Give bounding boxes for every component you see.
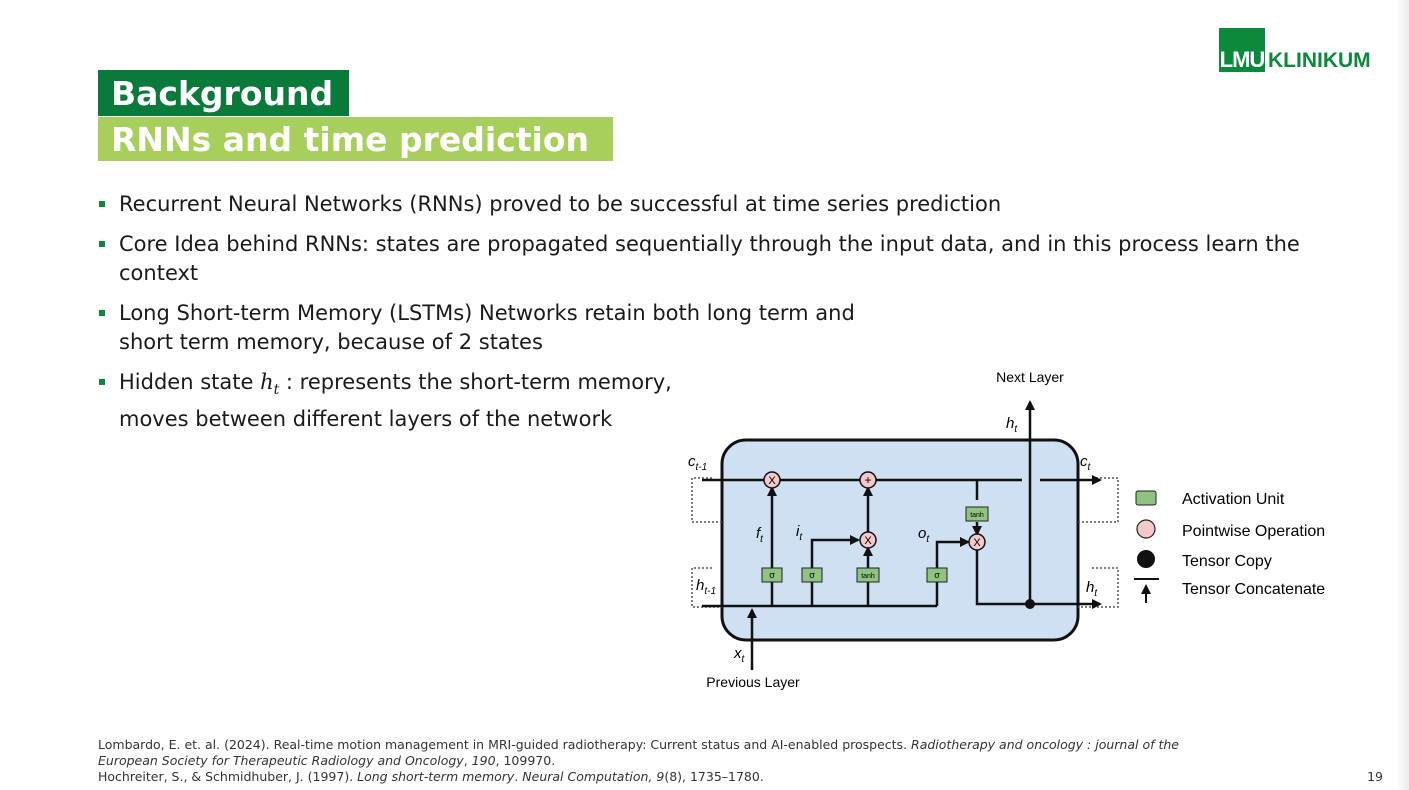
slide-subtitle: RNNs and time prediction — [98, 117, 613, 161]
reference-2-title: Long short-term memory — [357, 769, 515, 784]
forget-sigma-unit: σ — [761, 567, 783, 583]
lstm-cell-body — [720, 438, 1080, 642]
bullet-item: Core Idea behind RNNs: states are propag… — [98, 230, 1359, 288]
next-layer-label: Next Layer — [996, 369, 1064, 385]
svg-text:σ: σ — [809, 570, 815, 580]
reference-1-text: Lombardo, E. et. al. (2024). Real-time m… — [98, 737, 912, 752]
bullet-marker — [99, 241, 105, 247]
bullet-item: Long Short-term Memory (LSTMs) Networks … — [98, 299, 879, 357]
c-recurrence-dotted-right — [1078, 477, 1119, 523]
bullet-list: Recurrent Neural Networks (RNNs) proved … — [98, 190, 1359, 445]
input-gate-line — [810, 535, 860, 606]
bullet-item: Hidden state ht : represents the short-t… — [98, 368, 679, 434]
legend-activation-label: Activation Unit — [1182, 491, 1285, 508]
legend-pointwise-swatch — [1136, 519, 1156, 539]
c-recurrence-dotted-left — [691, 477, 722, 523]
forget-multiply-op: X — [763, 471, 781, 489]
previous-layer-label: Previous Layer — [706, 674, 800, 690]
legend-concat-label: Tensor Concatenate — [1182, 581, 1325, 598]
legend: Activation Unit Pointwise Operation Tens… — [1134, 490, 1325, 603]
reference-1-pages: , 109970. — [495, 753, 556, 768]
h-in-label: ht-1 — [696, 577, 716, 597]
hidden-state-symbol: ht — [260, 370, 279, 398]
legend-pointwise-label: Pointwise Operation — [1182, 523, 1325, 540]
reference-1-volume: 190 — [471, 753, 496, 768]
output-gate-label: ot — [918, 525, 930, 545]
hidden-out-line — [975, 550, 1102, 609]
reference-2-sep: . — [514, 769, 523, 784]
reference-2-journal: Neural Computation, 9 — [522, 769, 665, 784]
svg-text:X: X — [864, 535, 872, 547]
cell-tanh-unit: tanh — [965, 506, 989, 522]
output-gate-line — [935, 537, 970, 606]
bullet-marker — [99, 310, 105, 316]
input-sigma-unit: σ — [801, 567, 823, 583]
svg-text:+: + — [864, 473, 871, 487]
legend-activation-swatch — [1135, 490, 1157, 506]
hidden-state-sub: t — [273, 382, 280, 399]
lstm-cell-diagram: X + X X σ σ tanh σ tanh Next Layer Previ… — [688, 369, 1325, 690]
cell-add-op: + — [859, 471, 877, 489]
bullet-text: Recurrent Neural Networks (RNNs) proved … — [119, 192, 1002, 216]
c-out-label: ct — [1080, 453, 1092, 473]
svg-text:σ: σ — [769, 570, 775, 580]
h-top-label: ht — [1006, 415, 1018, 435]
section-title: Background — [98, 70, 349, 116]
c-in-label: ct-1 — [688, 453, 707, 473]
bullet-item: Recurrent Neural Networks (RNNs) proved … — [98, 190, 1119, 219]
bullet-text-pre: Hidden state — [119, 370, 261, 394]
candidate-tanh-unit: tanh — [856, 567, 880, 583]
lmu-klinikum-logo: LMU KLINIKUM — [1219, 28, 1371, 72]
svg-text:tanh: tanh — [970, 512, 984, 519]
reference-2-text: Hochreiter, S., & Schmidhuber, J. (1997)… — [98, 769, 358, 784]
bullet-marker — [99, 201, 105, 207]
input-gate-label: it — [796, 523, 803, 543]
output-multiply-op: X — [968, 533, 986, 551]
h-recurrence-dotted-right — [1078, 567, 1119, 608]
bullet-text: Core Idea behind RNNs: states are propag… — [119, 232, 1300, 285]
reference-1-sep: , — [463, 753, 472, 768]
output-sigma-unit: σ — [926, 567, 948, 583]
x-in-label: xt — [733, 645, 746, 665]
legend-concat-swatch — [1134, 578, 1159, 603]
svg-text:X: X — [973, 537, 981, 549]
hidden-state-var: h — [260, 370, 274, 394]
svg-text:tanh: tanh — [861, 573, 875, 580]
references: Lombardo, E. et. al. (2024). Real-time m… — [98, 737, 1218, 785]
bullet-text: Long Short-term Memory (LSTMs) Networks … — [119, 301, 855, 354]
h-out-label: ht — [1086, 579, 1098, 599]
bullet-text-post: : represents the short-term memory, move… — [119, 370, 672, 432]
tensor-copy-dot — [1025, 599, 1035, 609]
svg-text:σ: σ — [934, 570, 940, 580]
svg-text:X: X — [768, 475, 776, 487]
bullet-marker — [99, 379, 105, 385]
logo-text: KLINIKUM — [1268, 49, 1371, 72]
legend-copy-swatch — [1137, 550, 1155, 568]
page-number: 19 — [1367, 769, 1383, 784]
input-multiply-op: X — [859, 531, 877, 549]
legend-copy-label: Tensor Copy — [1182, 553, 1272, 570]
logo-box: LMU — [1219, 28, 1265, 72]
reference-2-pages: (8), 1735–1780. — [664, 769, 764, 784]
reference-1-journal: Radiotherapy and oncology : journal of t… — [98, 737, 1179, 768]
forget-gate-label: ft — [756, 525, 764, 545]
reference-1: Lombardo, E. et. al. (2024). Real-time m… — [98, 737, 1218, 769]
right-edge-shade — [1395, 0, 1409, 790]
reference-2: Hochreiter, S., & Schmidhuber, J. (1997)… — [98, 769, 1218, 785]
